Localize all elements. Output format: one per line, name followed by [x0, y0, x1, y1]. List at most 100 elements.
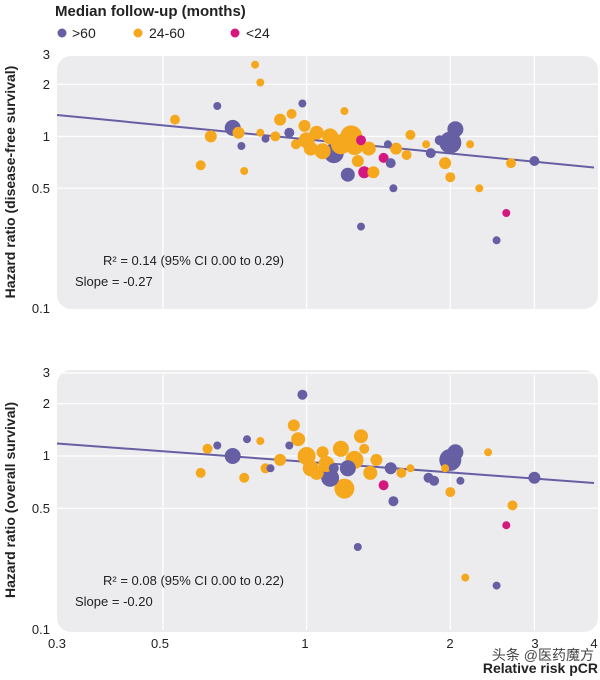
dfs-r2-annotation: R² = 0.14 (95% CI 0.00 to 0.29)	[103, 253, 284, 268]
os-ytick-2: 2	[43, 396, 50, 411]
data-point	[461, 573, 470, 582]
data-point	[396, 467, 407, 478]
panel-os: 3 2 1 0.5 0.1 Hazard ratio (overall surv…	[2, 365, 598, 637]
data-point	[298, 119, 311, 132]
data-point	[384, 462, 397, 475]
data-point	[298, 99, 307, 108]
data-point	[239, 472, 250, 483]
legend-label-lt24: <24	[246, 25, 270, 41]
data-point	[445, 487, 456, 498]
os-ytick-3: 3	[43, 365, 50, 380]
xtick-1: 1	[301, 636, 308, 651]
data-point	[339, 460, 356, 477]
os-y-axis-title: Hazard ratio (overall survival)	[2, 402, 18, 598]
panel-os-background	[57, 370, 598, 632]
legend-swatch-24-60	[133, 28, 143, 38]
data-point	[351, 155, 364, 167]
data-point	[256, 78, 265, 87]
data-point	[195, 467, 206, 478]
data-point	[492, 236, 501, 245]
data-point	[286, 108, 297, 119]
data-point	[359, 443, 370, 454]
data-point	[240, 167, 249, 175]
panel-dfs: 3 2 1 0.5 0.1 Hazard ratio (disease-free…	[2, 47, 598, 316]
data-point	[378, 480, 389, 491]
data-point	[297, 389, 308, 400]
legend-label-24-60: 24-60	[149, 25, 185, 41]
data-point	[309, 125, 324, 140]
data-point	[405, 129, 416, 140]
data-point	[445, 172, 456, 183]
data-point	[401, 150, 412, 160]
dfs-ytick-1: 1	[43, 129, 50, 144]
data-point	[406, 464, 415, 473]
watermark: 头条 @医药魔方	[492, 647, 594, 663]
data-point	[484, 448, 493, 457]
data-point	[284, 127, 295, 138]
xtick-4: 4	[590, 636, 597, 651]
data-point	[367, 166, 380, 179]
data-point	[321, 468, 340, 487]
os-r2-annotation: R² = 0.08 (95% CI 0.00 to 0.22)	[103, 573, 284, 588]
data-point	[256, 128, 265, 137]
data-point	[353, 543, 362, 551]
panel-dfs-gridlines	[57, 53, 598, 309]
data-point	[456, 476, 465, 485]
data-point	[363, 465, 378, 480]
data-point	[441, 464, 450, 473]
legend-label-gt60: >60	[72, 25, 96, 41]
data-point	[447, 121, 464, 138]
data-point	[224, 448, 241, 464]
data-point	[492, 581, 501, 590]
data-point	[361, 141, 376, 156]
xtick-3: 3	[531, 636, 538, 651]
data-point	[506, 158, 516, 169]
xtick-2: 2	[446, 636, 453, 651]
data-point	[434, 135, 445, 146]
data-point	[334, 478, 355, 499]
data-point	[370, 453, 383, 466]
data-point	[322, 128, 339, 145]
data-point	[354, 429, 368, 444]
data-point	[287, 419, 300, 432]
data-point	[429, 475, 440, 486]
data-point	[213, 102, 222, 110]
data-point	[529, 156, 540, 166]
data-point	[314, 143, 331, 160]
data-point	[422, 140, 431, 149]
data-point	[328, 463, 339, 474]
data-point	[270, 131, 281, 142]
dfs-ytick-2: 2	[43, 77, 50, 92]
legend: Median follow-up (months) >60 24-60 <24	[55, 3, 270, 41]
os-ytick-1: 1	[43, 448, 50, 463]
os-slope-annotation: Slope = -0.20	[75, 594, 153, 609]
data-point	[202, 443, 213, 454]
data-point	[466, 140, 475, 149]
dfs-y-axis-title: Hazard ratio (disease-free survival)	[2, 66, 18, 299]
data-point	[340, 167, 355, 182]
panel-dfs-points	[170, 60, 540, 245]
data-point	[358, 166, 371, 179]
data-point	[502, 521, 511, 530]
data-point	[389, 184, 398, 193]
x-axis: 0.3 0.5 1 2 3 4 Relative risk pCR	[48, 636, 598, 676]
data-point	[507, 500, 518, 511]
data-point	[256, 437, 265, 445]
data-point	[447, 444, 464, 461]
data-point	[388, 496, 399, 507]
data-point	[291, 432, 306, 447]
xtick-0.5: 0.5	[151, 636, 169, 651]
data-point	[378, 152, 389, 163]
data-point	[261, 134, 270, 143]
data-point	[316, 446, 329, 459]
panel-dfs-background	[57, 56, 598, 309]
panel-os-points	[195, 389, 541, 590]
data-point	[340, 107, 349, 116]
data-point	[232, 126, 245, 139]
data-point	[475, 184, 484, 193]
data-point	[356, 135, 366, 146]
xtick-0.3: 0.3	[48, 636, 66, 651]
data-point	[439, 157, 452, 170]
data-point	[251, 60, 260, 69]
